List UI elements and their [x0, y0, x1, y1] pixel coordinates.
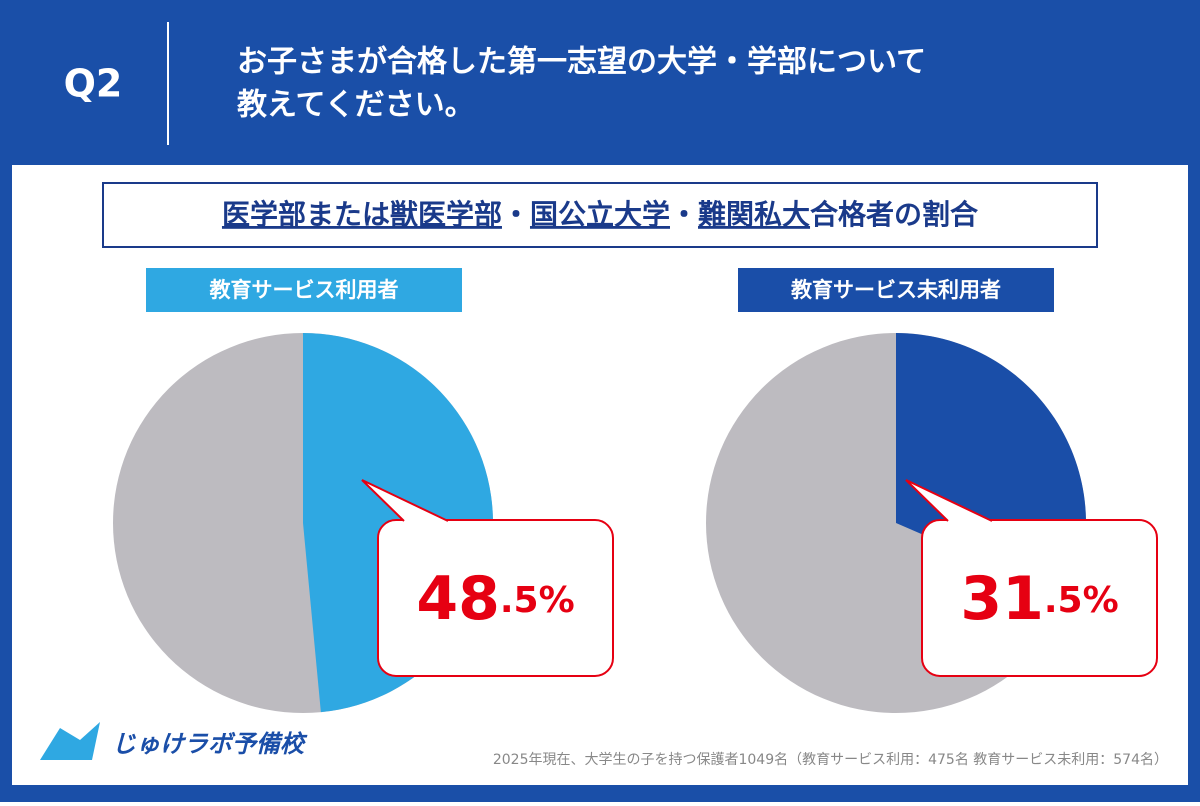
- pie-title-box: [146, 268, 462, 312]
- subtitle-part: ・: [670, 198, 698, 231]
- subtitle-box: [102, 182, 1098, 248]
- value-label: 31.5%: [960, 564, 1118, 634]
- subtitle-part: 合格者の割合: [810, 198, 979, 231]
- subtitle-part: ・: [502, 198, 530, 231]
- value-label: 48.5%: [416, 564, 574, 634]
- subtitle-part: 難関私大: [698, 198, 810, 231]
- subtitle-part: 国公立大学: [530, 198, 670, 231]
- subtitle: 医学部または獣医学部・国公立大学・難関私大合格者の割合: [222, 198, 979, 231]
- logo-icon: [40, 722, 100, 760]
- pie-title: 教育サービス未利用者: [791, 278, 1001, 302]
- title-line: お子さまが合格した第一志望の大学・学部について: [237, 45, 926, 80]
- callout-box: [921, 519, 1158, 677]
- pie-title-box: [738, 268, 1054, 312]
- logo: じゅけラボ予備校: [40, 722, 308, 760]
- callout-box: [377, 519, 614, 677]
- logo-text: じゅけラボ予備校: [112, 730, 308, 758]
- footnote: 2025年現在、大学生の子を持つ保護者1049名（教育サービス利用：475名 教…: [493, 752, 1168, 768]
- title-line: 教えてください。: [237, 88, 475, 123]
- callout-pointer-edge: [361, 479, 449, 522]
- subtitle-part: 医学部または獣医学部: [222, 198, 502, 231]
- pie-title: 教育サービス利用者: [210, 278, 399, 302]
- badge: Q2: [64, 62, 123, 106]
- callout-pointer-edge: [905, 479, 993, 522]
